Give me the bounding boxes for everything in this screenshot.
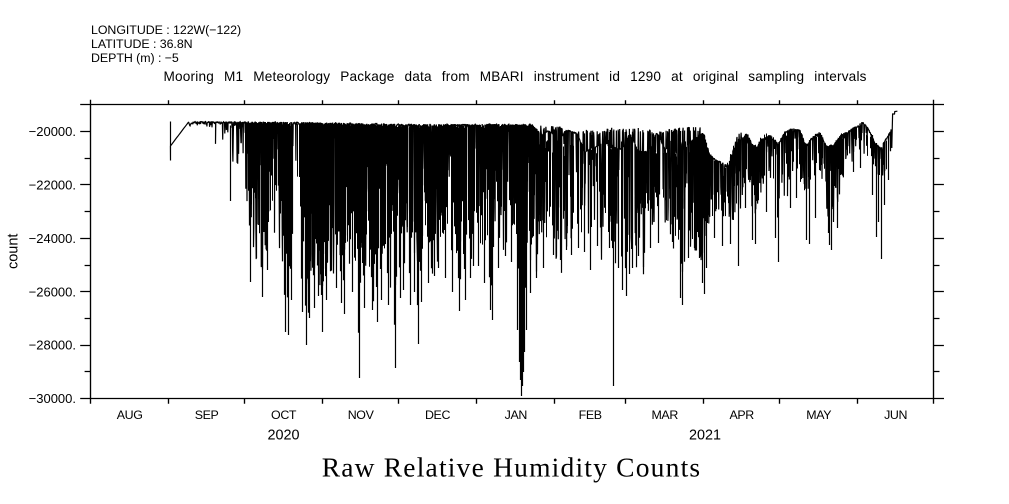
svg-text:LATITUDE : 36.8N: LATITUDE : 36.8N: [91, 37, 193, 51]
svg-text:JAN: JAN: [505, 408, 527, 422]
svg-text:JUN: JUN: [884, 408, 907, 422]
svg-text:DEC: DEC: [425, 408, 451, 422]
svg-text:−22000.: −22000.: [29, 178, 76, 193]
svg-text:OCT: OCT: [271, 408, 297, 422]
svg-text:DEPTH (m) : −5: DEPTH (m) : −5: [91, 51, 179, 65]
svg-text:−30000.: −30000.: [29, 391, 76, 406]
svg-text:FEB: FEB: [579, 408, 602, 422]
svg-text:Mooring M1 Meteorology Package: Mooring M1 Meteorology Package data from…: [164, 69, 867, 84]
svg-text:2021: 2021: [689, 427, 721, 443]
svg-text:−26000.: −26000.: [29, 284, 76, 299]
svg-text:2020: 2020: [267, 427, 299, 443]
svg-text:−24000.: −24000.: [29, 231, 76, 246]
svg-text:LONGITUDE : 122W(−122): LONGITUDE : 122W(−122): [91, 23, 241, 37]
svg-text:NOV: NOV: [348, 408, 375, 422]
svg-text:Raw Relative Humidity Counts: Raw Relative Humidity Counts: [322, 452, 702, 483]
svg-text:AUG: AUG: [117, 408, 143, 422]
svg-text:−28000.: −28000.: [29, 338, 76, 353]
svg-text:SEP: SEP: [195, 408, 219, 422]
svg-text:MAY: MAY: [806, 408, 831, 422]
svg-text:MAR: MAR: [651, 408, 678, 422]
svg-text:APR: APR: [729, 408, 754, 422]
svg-text:−20000.: −20000.: [29, 124, 76, 139]
svg-text:count: count: [6, 234, 22, 269]
